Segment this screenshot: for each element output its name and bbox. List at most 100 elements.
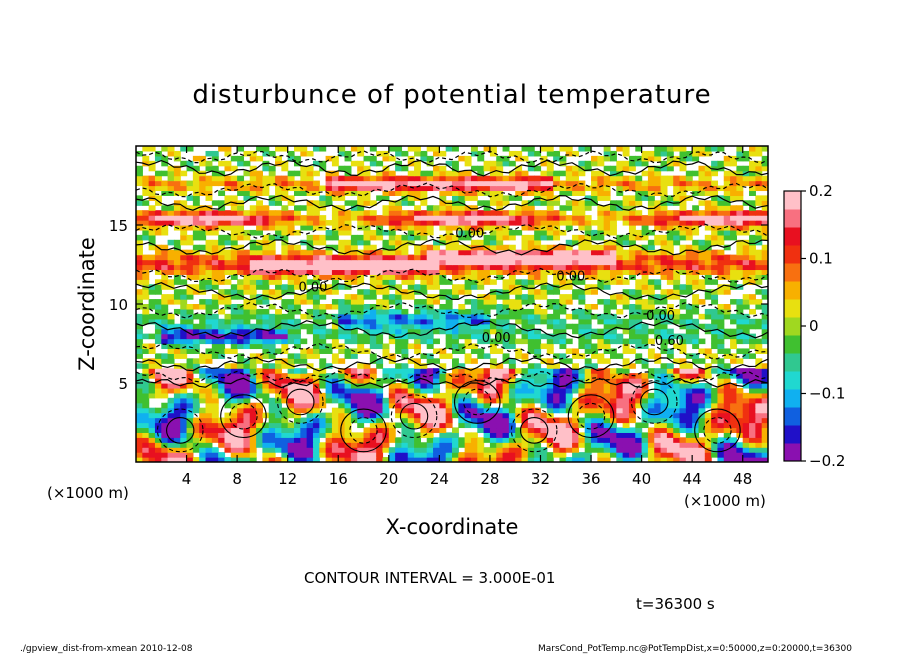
heat-cell: [357, 175, 365, 182]
heat-cell: [407, 190, 415, 196]
heat-cell: [199, 274, 207, 280]
heat-cell: [610, 299, 617, 305]
heat-cell: [749, 368, 756, 374]
heat-cell: [369, 353, 377, 359]
heat-cell: [445, 294, 453, 300]
heat-cell: [262, 343, 270, 350]
heat-cell: [502, 392, 510, 399]
heat-cell: [294, 299, 301, 305]
heat-cell: [243, 259, 251, 266]
heat-cell: [173, 333, 181, 340]
heat-cell: [148, 392, 156, 399]
heat-cell: [249, 220, 257, 226]
heat-cell: [477, 323, 485, 330]
heat-cell: [357, 378, 365, 384]
heat-cell: [597, 313, 605, 320]
heat-cell: [167, 254, 175, 261]
heat-cell: [692, 259, 700, 266]
heat-cell: [761, 422, 768, 429]
heat-cell: [136, 412, 143, 419]
heat-cell: [464, 170, 472, 177]
heat-cell: [711, 254, 719, 261]
heat-cell: [445, 437, 453, 443]
heat-cell: [464, 397, 472, 404]
heat-cell: [584, 417, 592, 424]
heat-cell: [723, 185, 731, 192]
heat-cell: [761, 175, 768, 182]
heat-cell: [515, 185, 523, 192]
heat-cell: [395, 452, 403, 458]
heat-cell: [496, 368, 504, 374]
heat-cell: [192, 358, 200, 364]
heat-cell: [534, 348, 542, 354]
heat-cell: [224, 313, 232, 320]
heat-cell: [685, 447, 693, 453]
heat-cell: [717, 185, 725, 192]
heat-cell: [268, 294, 276, 300]
heat-cell: [540, 264, 548, 271]
heat-cell: [559, 210, 567, 216]
heat-cell: [319, 269, 327, 275]
heat-cell: [591, 175, 598, 182]
heat-cell: [382, 249, 390, 256]
heat-cell: [717, 220, 725, 226]
heat-cell: [489, 323, 497, 330]
heat-cell: [711, 239, 719, 246]
heat-cell: [331, 437, 339, 443]
heat-cell: [268, 210, 276, 216]
heat-cell: [186, 378, 194, 384]
heat-cell: [730, 264, 737, 271]
heat-cell: [433, 373, 440, 379]
heat-cell: [685, 412, 693, 419]
heat-cell: [205, 244, 213, 251]
heat-cell: [749, 397, 756, 404]
heat-cell: [761, 229, 768, 236]
heat-cell: [199, 353, 207, 359]
heat-cell: [395, 304, 403, 310]
heat-cell: [591, 195, 598, 201]
heat-cell: [363, 457, 371, 462]
heat-cell: [622, 422, 630, 429]
heat-cell: [439, 402, 447, 409]
heat-cell: [363, 328, 371, 335]
heat-cell: [527, 422, 535, 429]
heat-cell: [369, 383, 377, 389]
heat-cell: [180, 328, 188, 335]
heat-cell: [521, 279, 529, 285]
heat-cell: [414, 215, 421, 221]
heat-cell: [369, 387, 377, 394]
heat-cell: [565, 383, 573, 389]
heat-cell: [344, 442, 352, 448]
heat-cell: [186, 358, 194, 364]
heat-cell: [224, 402, 232, 409]
heat-cell: [186, 417, 194, 424]
heat-cell: [331, 284, 339, 290]
heat-cell: [584, 200, 592, 206]
heat-cell: [218, 427, 226, 433]
heat-cell: [148, 343, 156, 350]
heat-cell: [376, 363, 384, 369]
heat-cell: [483, 457, 491, 462]
heat-cell: [167, 165, 175, 172]
heat-cell: [211, 284, 219, 290]
heat-cell: [527, 239, 535, 246]
heat-cell: [350, 402, 358, 409]
heat-cell: [635, 447, 643, 453]
heat-cell: [660, 348, 668, 354]
heat-cell: [136, 353, 143, 359]
heat-cell: [338, 249, 346, 256]
heat-cell: [243, 392, 251, 399]
heat-cell: [679, 373, 687, 379]
heat-cell: [717, 215, 725, 221]
heat-cell: [376, 452, 384, 458]
heat-cell: [136, 195, 143, 201]
heat-cell: [711, 185, 719, 192]
heat-cell: [704, 269, 712, 275]
heat-cell: [350, 387, 358, 394]
heat-cell: [546, 190, 554, 196]
heat-cell: [186, 422, 194, 429]
heat-cell: [439, 313, 447, 320]
heat-cell: [616, 215, 624, 221]
heat-cell: [262, 165, 270, 172]
heat-cell: [641, 407, 649, 414]
